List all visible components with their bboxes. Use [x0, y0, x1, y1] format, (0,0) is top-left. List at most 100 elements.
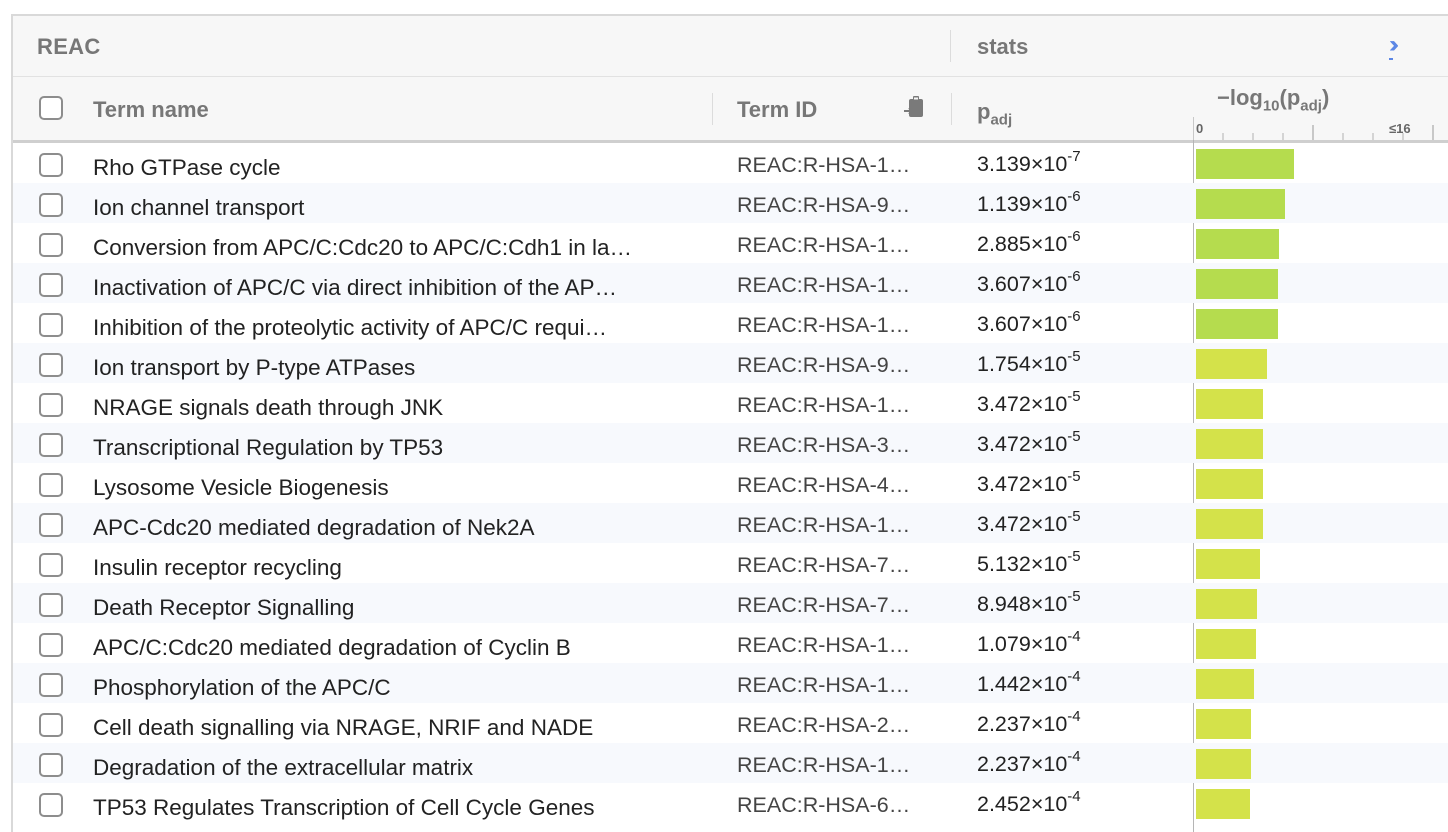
row-checkbox[interactable] — [39, 433, 63, 457]
log-axis-header[interactable]: −log10(padj) 0 ≤16 — [1193, 77, 1448, 140]
term-id-link[interactable]: REAC:R-HSA-1… — [737, 153, 911, 177]
table-row[interactable]: Cell death signalling via NRAGE, NRIF an… — [13, 703, 1448, 743]
term-name[interactable]: Rho GTPase cycle — [93, 155, 281, 180]
table-row[interactable]: APC/C:Cdc20 mediated degradation of Cycl… — [13, 623, 1448, 663]
row-checkbox[interactable] — [39, 313, 63, 337]
term-name[interactable]: Cell death signalling via NRAGE, NRIF an… — [93, 715, 594, 740]
term-name[interactable]: APC/C:Cdc20 mediated degradation of Cycl… — [93, 635, 571, 660]
table-row[interactable]: Phosphorylation of the APC/C REAC:R-HSA-1… — [13, 663, 1448, 703]
padj-mantissa: 1.442 — [977, 672, 1031, 696]
row-checkbox[interactable] — [39, 593, 63, 617]
term-name[interactable]: APC-Cdc20 mediated degradation of Nek2A — [93, 515, 535, 540]
term-name[interactable]: Ion transport by P-type ATPases — [93, 355, 416, 380]
significance-bar[interactable] — [1196, 189, 1285, 219]
term-name[interactable]: Insulin receptor recycling — [93, 555, 342, 580]
significance-bar[interactable] — [1196, 269, 1278, 299]
term-id-link[interactable]: REAC:R-HSA-2… — [737, 713, 911, 737]
significance-bar[interactable] — [1196, 709, 1251, 739]
significance-bar[interactable] — [1196, 309, 1278, 339]
term-id-link[interactable]: REAC:R-HSA-1… — [737, 273, 911, 297]
term-id-header[interactable]: Term ID — [737, 97, 818, 122]
significance-bar[interactable] — [1196, 349, 1267, 379]
padj-header[interactable]: padj — [977, 99, 1012, 127]
term-name[interactable]: Ion channel transport — [93, 195, 305, 220]
term-name[interactable]: Lysosome Vesicle Biogenesis — [93, 475, 389, 500]
padj-mantissa: 3.472 — [977, 472, 1031, 496]
term-name[interactable]: Inhibition of the proteolytic activity o… — [93, 315, 607, 340]
term-id-link[interactable]: REAC:R-HSA-1… — [737, 393, 911, 417]
term-id-link[interactable]: REAC:R-HSA-7… — [737, 593, 911, 617]
term-id-link[interactable]: REAC:R-HSA-7… — [737, 553, 911, 577]
significance-bar[interactable] — [1196, 389, 1263, 419]
table-row[interactable]: Ion channel transport REAC:R-HSA-9… 1.139×… — [13, 183, 1448, 223]
row-checkbox[interactable] — [39, 513, 63, 537]
table-row[interactable]: Death Receptor Signalling REAC:R-HSA-7… 8.… — [13, 583, 1448, 623]
table-row[interactable]: Inactivation of APC/C via direct inhibit… — [13, 263, 1448, 303]
table-row[interactable]: Conversion from APC/C:Cdc20 to APC/C:Cdh… — [13, 223, 1448, 263]
term-id-link[interactable]: REAC:R-HSA-6… — [737, 793, 911, 817]
row-checkbox[interactable] — [39, 353, 63, 377]
term-id-link[interactable]: REAC:R-HSA-3… — [737, 433, 911, 457]
significance-bar[interactable] — [1196, 509, 1263, 539]
term-id-link[interactable]: REAC:R-HSA-1… — [737, 753, 911, 777]
term-id-link[interactable]: REAC:R-HSA-1… — [737, 633, 911, 657]
padj-value: 1.754×10-5 — [977, 349, 1081, 377]
term-id-link[interactable]: REAC:R-HSA-1… — [737, 313, 911, 337]
significance-bar[interactable] — [1196, 229, 1279, 259]
term-name[interactable]: TP53 Regulates Transcription of Cell Cyc… — [93, 795, 595, 820]
term-name[interactable]: Degradation of the extracellular matrix — [93, 755, 474, 780]
table-row[interactable]: Insulin receptor recycling REAC:R-HSA-7… 5… — [13, 543, 1448, 583]
table-row[interactable]: APC-Cdc20 mediated degradation of Nek2A R… — [13, 503, 1448, 543]
row-checkbox[interactable] — [39, 753, 63, 777]
significance-bar[interactable] — [1196, 549, 1260, 579]
term-id-link[interactable]: REAC:R-HSA-4… — [737, 473, 911, 497]
padj-exponent: -6 — [1067, 187, 1081, 205]
significance-bar[interactable] — [1196, 789, 1250, 819]
row-checkbox[interactable] — [39, 473, 63, 497]
row-checkbox[interactable] — [39, 673, 63, 697]
row-checkbox[interactable] — [39, 153, 63, 177]
term-name[interactable]: Phosphorylation of the APC/C — [93, 675, 391, 700]
term-id-link[interactable]: REAC:R-HSA-1… — [737, 233, 911, 257]
significance-bar[interactable] — [1196, 149, 1294, 179]
row-checkbox[interactable] — [39, 273, 63, 297]
row-checkbox[interactable] — [39, 233, 63, 257]
table-row[interactable]: Ion transport by P-type ATPases REAC:R-HS… — [13, 343, 1448, 383]
clipboard-icon[interactable] — [903, 96, 927, 122]
padj-value: 2.885×10-6 — [977, 229, 1081, 257]
term-name[interactable]: NRAGE signals death through JNK — [93, 395, 444, 420]
row-checkbox[interactable] — [39, 793, 63, 817]
table-row[interactable]: Degradation of the extracellular matrix R… — [13, 743, 1448, 783]
table-row[interactable]: Inhibition of the proteolytic activity o… — [13, 303, 1448, 343]
table-row[interactable]: Rho GTPase cycle REAC:R-HSA-1… 3.139×10-7 — [13, 143, 1448, 183]
significance-bar[interactable] — [1196, 669, 1254, 699]
times-ten: ×10 — [1030, 192, 1068, 216]
padj-exponent: -4 — [1067, 707, 1081, 725]
term-name-header[interactable]: Term name — [93, 97, 209, 122]
significance-bar[interactable] — [1196, 469, 1263, 499]
term-name[interactable]: Conversion from APC/C:Cdc20 to APC/C:Cdh… — [93, 235, 632, 260]
table-row[interactable]: Lysosome Vesicle Biogenesis REAC:R-HSA-4…… — [13, 463, 1448, 503]
term-id-link[interactable]: REAC:R-HSA-1… — [737, 513, 911, 537]
significance-bar[interactable] — [1196, 629, 1256, 659]
row-checkbox[interactable] — [39, 193, 63, 217]
row-checkbox[interactable] — [39, 553, 63, 577]
double-chevron-right-icon[interactable]: ›› — [1389, 31, 1399, 60]
term-id-link[interactable]: REAC:R-HSA-9… — [737, 353, 911, 377]
term-id-link[interactable]: REAC:R-HSA-1… — [737, 673, 911, 697]
table-row[interactable]: TP53 Regulates Transcription of Cell Cyc… — [13, 783, 1448, 823]
significance-bar[interactable] — [1196, 429, 1263, 459]
select-all-checkbox[interactable] — [39, 96, 63, 120]
term-name[interactable]: Inactivation of APC/C via direct inhibit… — [93, 275, 618, 300]
term-id-link[interactable]: REAC:R-HSA-9… — [737, 193, 911, 217]
row-checkbox[interactable] — [39, 713, 63, 737]
term-name[interactable]: Death Receptor Signalling — [93, 595, 355, 620]
significance-bar[interactable] — [1196, 589, 1257, 619]
table-row[interactable]: Transcriptional Regulation by TP53 REAC:R… — [13, 423, 1448, 463]
significance-bar[interactable] — [1196, 749, 1251, 779]
term-name[interactable]: Transcriptional Regulation by TP53 — [93, 435, 444, 460]
row-checkbox[interactable] — [39, 633, 63, 657]
log-close: ) — [1321, 85, 1330, 110]
table-row[interactable]: NRAGE signals death through JNK REAC:R-HS… — [13, 383, 1448, 423]
row-checkbox[interactable] — [39, 393, 63, 417]
